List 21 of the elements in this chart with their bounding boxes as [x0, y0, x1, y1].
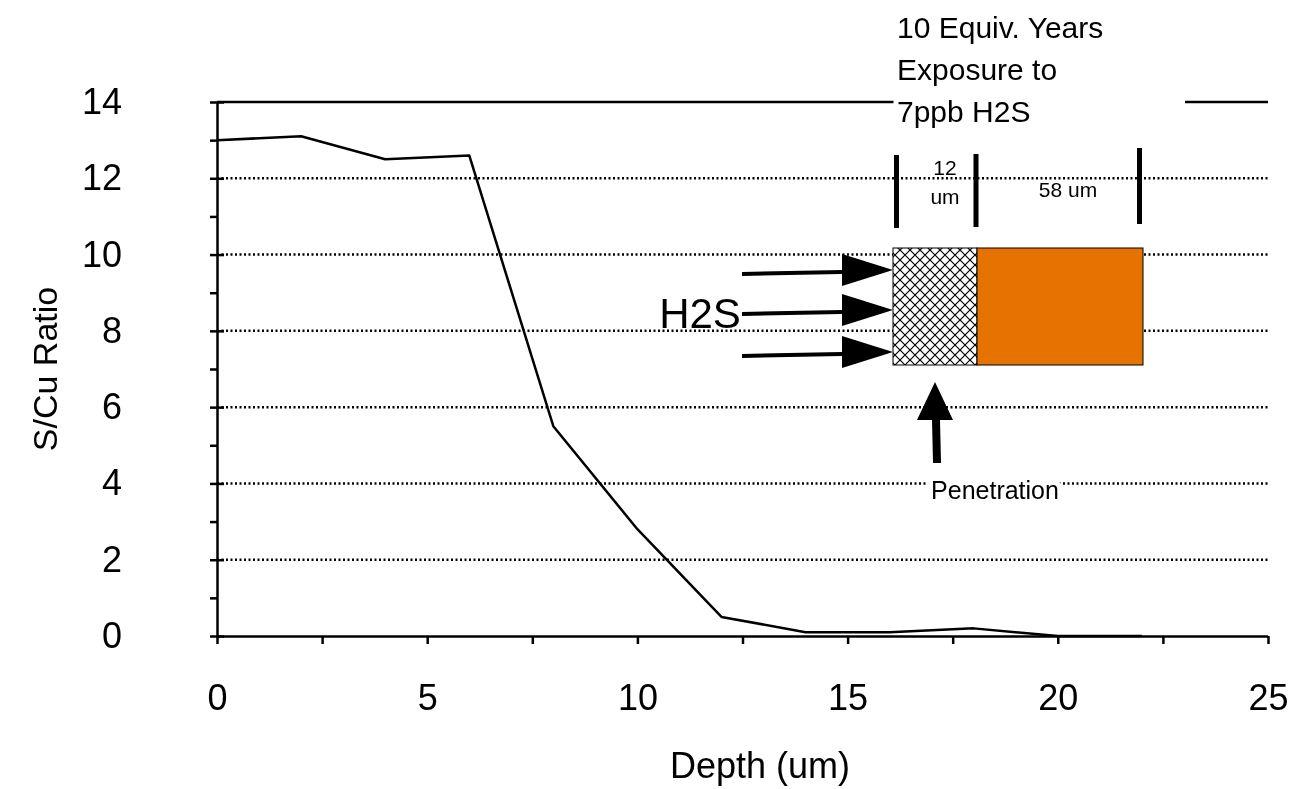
y-axis-title: S/Cu Ratio	[25, 286, 64, 452]
annotation: Penetration	[931, 476, 1059, 504]
y-tick-label: 6	[101, 386, 122, 428]
x-tick-label: 25	[1248, 676, 1289, 718]
annotation: 58 um	[1038, 178, 1098, 201]
annotation: H2S	[659, 290, 741, 337]
x-tick-label: 5	[417, 676, 438, 718]
x-tick-label: 10	[617, 676, 658, 718]
y-tick-label: 0	[101, 615, 122, 657]
x-tick-label: 0	[207, 676, 228, 718]
y-tick-label: 10	[81, 233, 122, 275]
y-tick-label: 8	[101, 309, 122, 351]
x-axis-title: Depth (um)	[669, 745, 851, 786]
y-tick-label: 2	[101, 538, 122, 580]
y-tick-label: 4	[101, 462, 122, 504]
y-tick-label: 12	[81, 157, 122, 199]
x-tick-label: 20	[1038, 676, 1079, 718]
annotation: 10 Equiv. Years Exposure to 7ppb H2S	[897, 11, 1104, 128]
annotation: 12 um	[930, 156, 960, 209]
x-tick-label: 15	[828, 676, 869, 718]
y-tick-label: 14	[81, 81, 122, 123]
